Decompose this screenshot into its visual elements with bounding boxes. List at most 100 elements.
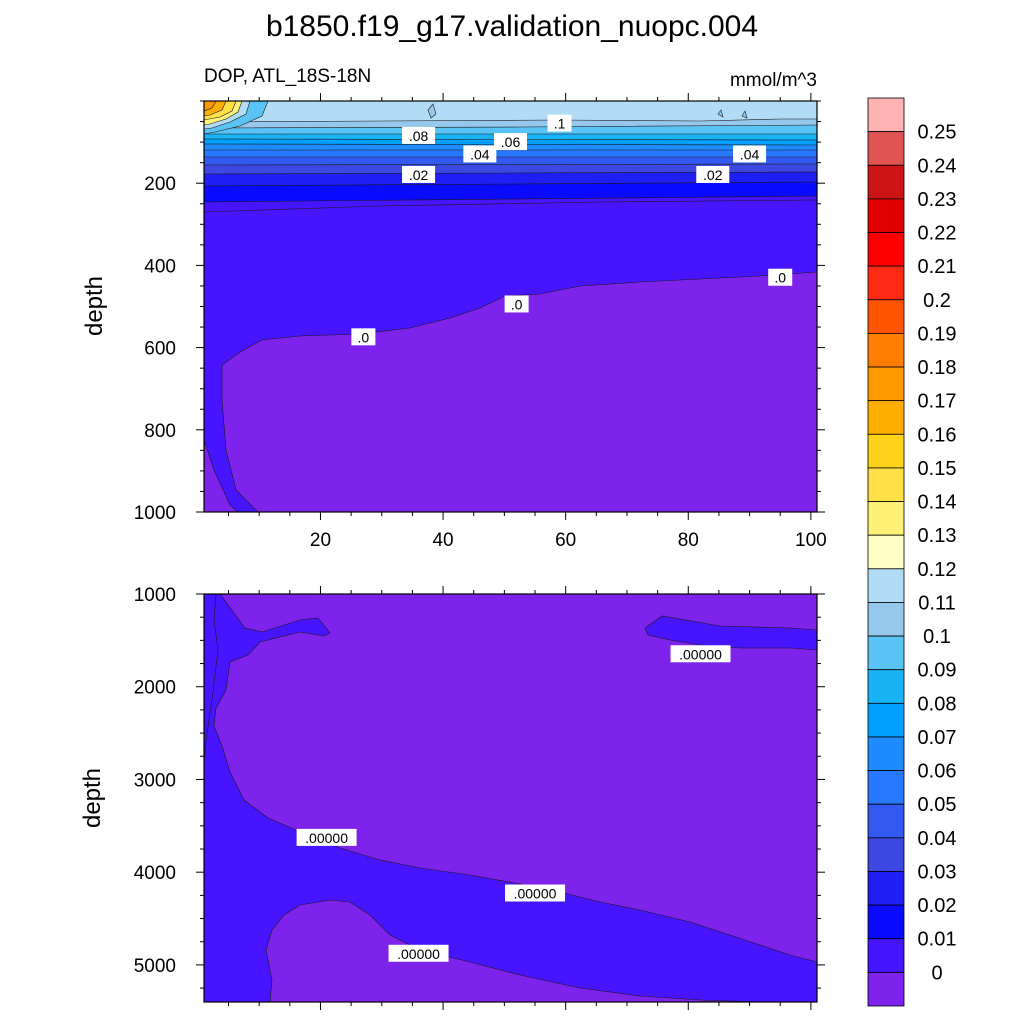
contour-label: .04: [733, 145, 767, 163]
y-tick-label: 3000: [134, 770, 176, 791]
colorbar-label: 0.21: [918, 256, 957, 278]
lower-field-zero-main: [213, 594, 817, 963]
colorbar-label: 0.06: [918, 761, 957, 783]
y-tick-label: 400: [144, 256, 176, 277]
contour-label: .02: [402, 165, 436, 183]
contour-label: .00000: [388, 944, 449, 962]
svg-text:.04: .04: [740, 146, 760, 162]
lower-axis-ticks: 1000 2000 3000 4000 5000: [134, 585, 825, 1010]
upper-field-zero-region: [204, 439, 239, 512]
colorbar-label: 0.19: [918, 323, 957, 345]
x-tick-label: 20: [310, 530, 331, 551]
colorbar-label: 0.01: [918, 929, 957, 951]
colorbar-label: 0.24: [918, 155, 957, 177]
colorbar-label: 0.09: [918, 660, 957, 682]
y-tick-label: 5000: [134, 956, 176, 977]
colorbar-swatch: [867, 501, 905, 536]
x-tick-label: 60: [555, 530, 576, 551]
upper-contour-labels: .1 .08 .06 .04 .04 .02 .02 .0 .0 .0: [351, 114, 793, 346]
colorbar-label: 0.07: [918, 727, 957, 749]
colorbar-label: 0.05: [918, 794, 957, 816]
colorbar-label: 0.14: [918, 492, 957, 514]
colorbar-swatch: [867, 131, 905, 166]
colorbar-swatch: [867, 635, 905, 671]
lower-field-zero-abyss: [265, 899, 761, 1002]
colorbar-swatch: [867, 938, 905, 973]
colorbar-label: 0.23: [918, 189, 957, 211]
colorbar-swatch: [867, 871, 905, 906]
colorbar-label: 0.02: [918, 895, 957, 917]
colorbar-swatch: [867, 904, 905, 940]
y-tick-label: 800: [144, 421, 176, 442]
y-tick-label: 4000: [134, 863, 176, 884]
contour-label: .02: [696, 165, 730, 183]
colorbar-label: 0.1: [923, 626, 951, 648]
colorbar-label: 0.25: [918, 122, 957, 144]
contour-label: .08: [402, 126, 436, 144]
x-tick-label: 100: [795, 530, 827, 551]
upper-panel: 20 40 60 80 100 200 400 600 800 1000 .1 .08 .06 .04.…: [81, 93, 827, 551]
colorbar-swatch: [867, 232, 905, 267]
contour-label: .04: [463, 145, 497, 163]
lower-contour-fill: [204, 594, 817, 1002]
colorbar-label: 0.15: [918, 458, 957, 480]
colorbar-swatch: [867, 198, 905, 233]
colorbar-swatch: [867, 669, 905, 704]
contour-label: .0: [351, 328, 376, 346]
contour-label: .0: [768, 268, 793, 286]
contour-label: .00000: [505, 884, 566, 902]
colorbar-swatch: [867, 333, 905, 368]
svg-text:.0: .0: [511, 296, 523, 312]
colorbar-swatch: [867, 534, 905, 570]
colorbar-swatch: [867, 770, 905, 805]
colorbar: 0.25 0.24 0.23 0.22 0.21 0.2 0.19 0.18 0.17 0.16 0…: [867, 97, 957, 1007]
contour-label: .00000: [296, 828, 357, 846]
contour-label: .06: [494, 133, 527, 151]
colorbar-label: 0.22: [918, 223, 957, 245]
svg-text:.00000: .00000: [397, 946, 440, 962]
colorbar-swatch: [867, 299, 905, 334]
colorbar-swatch: [867, 265, 905, 301]
colorbar-swatch: [867, 736, 905, 771]
upper-ylabel: depth: [81, 276, 108, 336]
colorbar-swatch: [867, 568, 905, 603]
svg-text:.1: .1: [554, 116, 566, 132]
colorbar-label: 0.08: [918, 693, 957, 715]
y-tick-label: 1000: [134, 585, 176, 606]
colorbar-label: 0.2: [923, 290, 951, 312]
colorbar-label: 0.04: [918, 828, 957, 850]
svg-text:.00000: .00000: [679, 646, 722, 662]
svg-text:.00000: .00000: [305, 830, 348, 846]
svg-text:.0: .0: [358, 329, 370, 345]
colorbar-swatch: [867, 837, 905, 872]
colorbar-label: 0.16: [918, 424, 957, 446]
colorbar-label: 0.13: [918, 525, 957, 547]
colorbar-swatch: [867, 602, 905, 637]
contour-label: .0: [504, 295, 529, 313]
x-tick-label: 80: [678, 530, 699, 551]
colorbar-label: 0.03: [918, 861, 957, 883]
svg-text:.06: .06: [501, 134, 521, 150]
colorbar-swatch: [867, 433, 905, 469]
colorbar-label: 0.17: [918, 391, 957, 413]
y-tick-label: 1000: [134, 503, 176, 524]
x-tick-label: 40: [432, 530, 453, 551]
chart-title: b1850.f19_g17.validation_nuopc.004: [266, 10, 758, 43]
units-label: mmol/m^3: [730, 70, 817, 91]
lower-ylabel: depth: [79, 768, 106, 828]
colorbar-swatch: [867, 164, 905, 200]
colorbar-swatch: [867, 366, 905, 402]
contour-label: .1: [547, 114, 572, 132]
colorbar-swatch: [867, 971, 905, 1007]
colorbar-swatch: [867, 467, 905, 502]
upper-axis-ticks: 20 40 60 80 100 200 400 600 800 1000: [134, 93, 827, 551]
svg-text:.08: .08: [409, 128, 429, 144]
lower-contour-labels: .00000 .00000 .00000 .00000: [296, 645, 731, 962]
colorbar-swatch: [867, 803, 905, 839]
contour-label: .00000: [670, 645, 731, 663]
y-tick-label: 200: [144, 174, 176, 195]
upper-field-band-011: [204, 101, 817, 122]
upper-field-zero-core: [221, 271, 817, 512]
lower-plot-frame: [203, 593, 818, 1003]
